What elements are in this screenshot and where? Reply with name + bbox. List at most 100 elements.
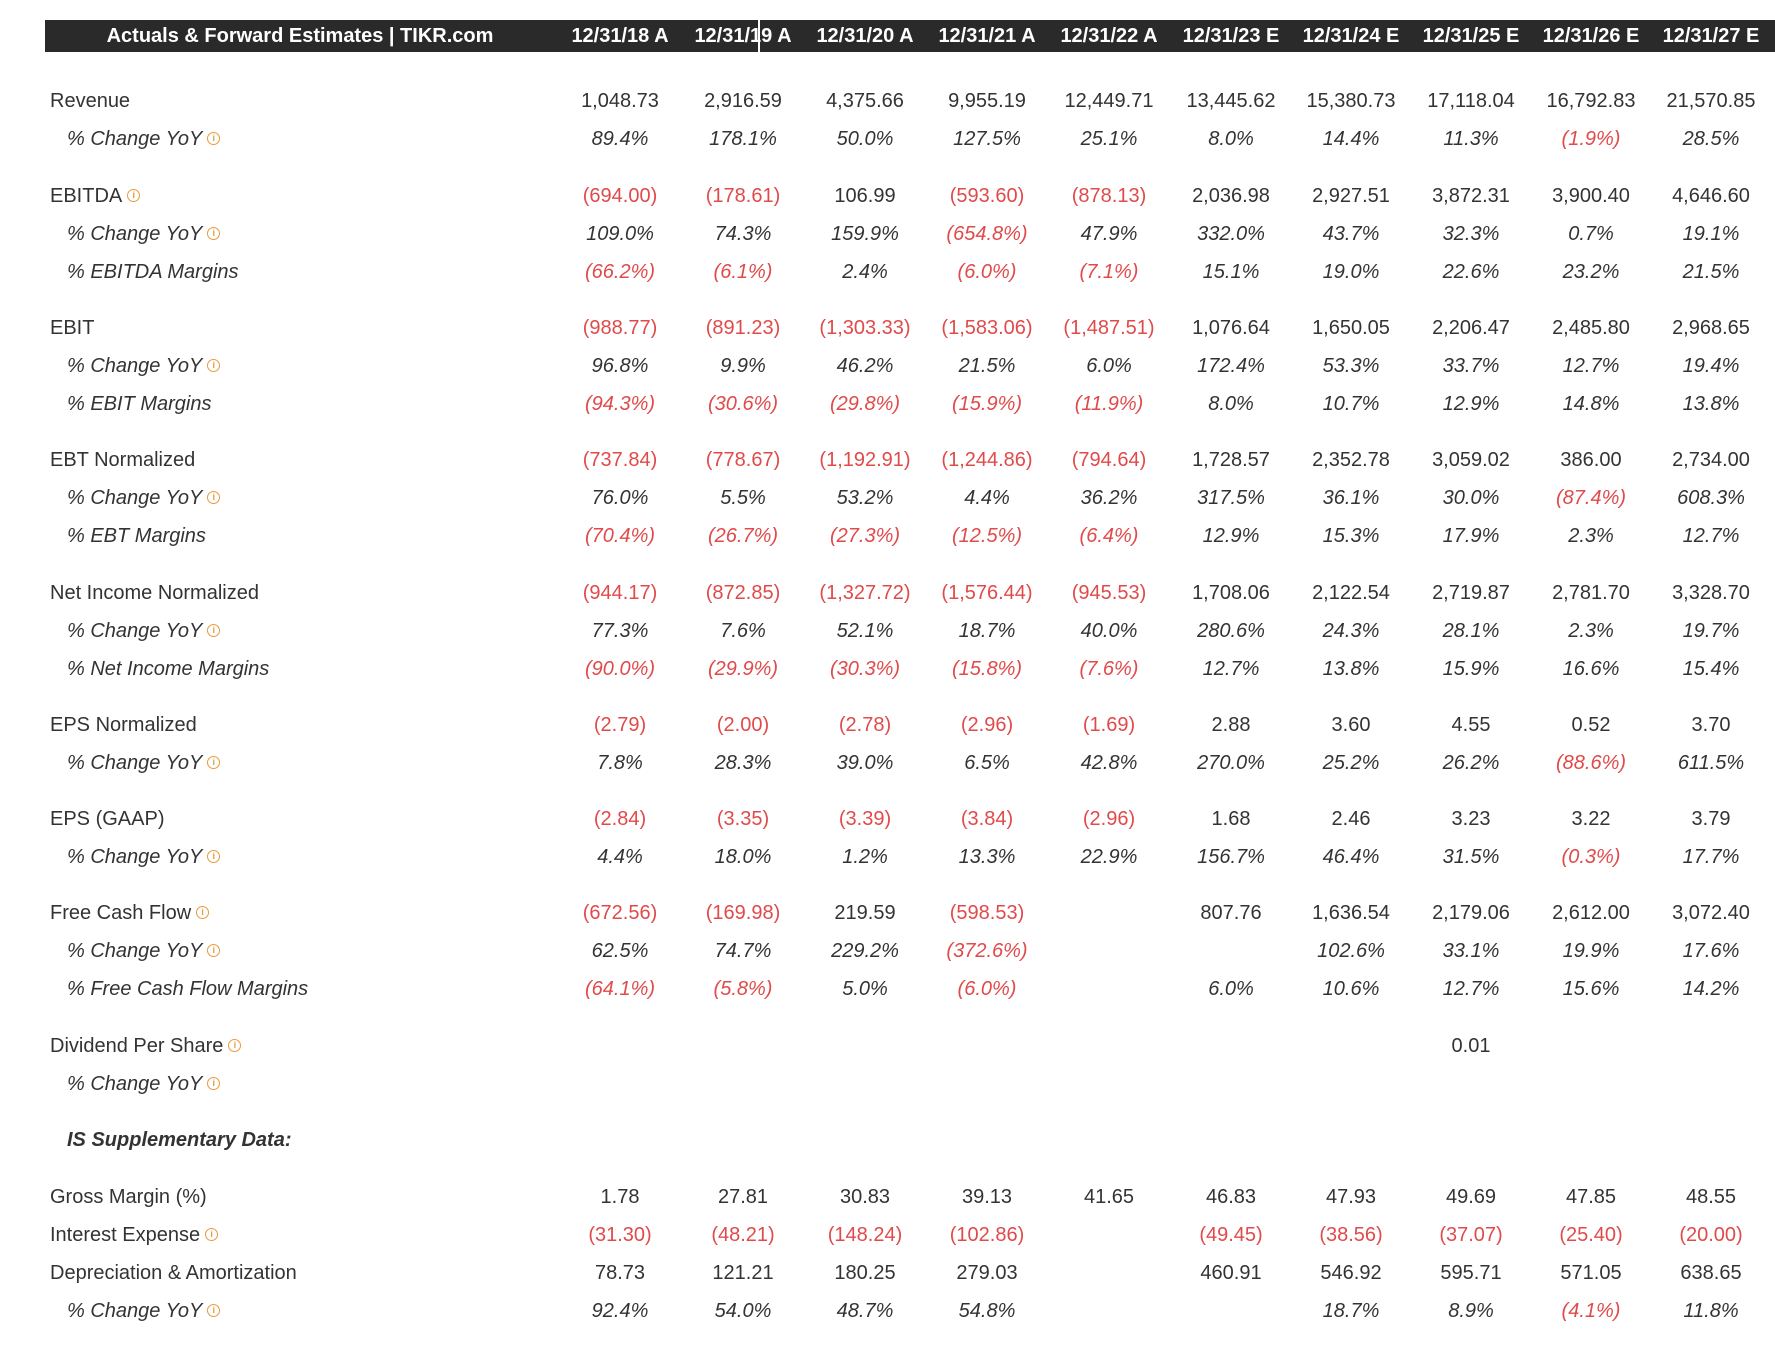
cell-value: (737.84) — [582, 449, 658, 471]
info-icon[interactable]: i — [207, 491, 221, 505]
info-icon[interactable]: i — [207, 944, 221, 958]
column-header: 12/31/25 E — [1422, 25, 1520, 47]
cell-value: (2.00) — [716, 714, 770, 736]
cell-value: 3.23 — [1451, 808, 1491, 830]
row-label-text: % Free Cash Flow Margins — [67, 978, 309, 1000]
column-header: 12/31/18 A — [571, 25, 669, 47]
cell-value: 2,179.06 — [1432, 902, 1510, 924]
row-label: EPS (GAAP) — [50, 804, 164, 834]
cell-value: 21,570.85 — [1666, 90, 1756, 112]
cell-value: 10.7% — [1322, 393, 1380, 415]
cell-value: 21.5% — [958, 355, 1016, 377]
cell-value: 156.7% — [1197, 846, 1265, 868]
cell-value: 5.5% — [720, 487, 766, 509]
cell-value: 43.7% — [1322, 223, 1380, 245]
cell-value: 608.3% — [1677, 487, 1745, 509]
info-icon[interactable]: i — [207, 850, 221, 864]
cell-value: 28.3% — [714, 752, 772, 774]
cell-value: (7.6%) — [1079, 658, 1139, 680]
row-label: Dividend Per Share i — [50, 1031, 242, 1061]
cell-value: 28.5% — [1682, 128, 1740, 150]
column-header: 12/31/24 E — [1302, 25, 1400, 47]
info-icon[interactable]: i — [228, 1039, 242, 1053]
cell-value: 19.0% — [1322, 261, 1380, 283]
info-icon[interactable]: i — [127, 189, 141, 203]
cell-value: (2.96) — [1082, 808, 1136, 830]
cell-value: (1,327.72) — [819, 582, 911, 604]
info-icon[interactable]: i — [207, 359, 221, 373]
cell-value: 17,118.04 — [1427, 90, 1515, 112]
row-label-text: % Net Income Margins — [67, 658, 270, 680]
cell-value: 2,485.80 — [1552, 317, 1630, 339]
cell-value: (6.0%) — [957, 261, 1017, 283]
info-icon[interactable]: i — [196, 906, 210, 920]
cell-value: 19.4% — [1682, 355, 1740, 377]
row-label: % Change YoY i — [67, 936, 221, 966]
table-row: Net Income Normalized (944.17) (872.85) (1,… — [0, 578, 1775, 608]
cell-value: 6.0% — [1208, 978, 1254, 1000]
cell-value: 121.21 — [712, 1262, 774, 1284]
cell-value: 15.4% — [1682, 658, 1740, 680]
cell-value: 12,449.71 — [1064, 90, 1154, 112]
cell-value: 270.0% — [1197, 752, 1265, 774]
row-label-text: % Change YoY — [67, 752, 203, 774]
table-row: Dividend Per Share i 0.01 — [0, 1031, 1775, 1061]
cell-value: 102.6% — [1317, 940, 1385, 962]
row-label-text: % Change YoY — [67, 223, 203, 245]
cell-value: 46.83 — [1205, 1186, 1257, 1208]
info-icon[interactable]: i — [207, 1077, 221, 1091]
row-label: Gross Margin (%) — [50, 1182, 207, 1212]
table-row: IS Supplementary Data: — [0, 1125, 1775, 1155]
column-header: 12/31/26 E — [1542, 25, 1640, 47]
cell-value: 9,955.19 — [948, 90, 1026, 112]
cell-value: 1,048.73 — [581, 90, 659, 112]
table-row: % Change YoY i 7.8% 28.3% 39.0% 6.5% 42.8% 270.… — [0, 748, 1775, 778]
cell-value: (593.60) — [949, 185, 1025, 207]
cell-value: (372.6%) — [946, 940, 1028, 962]
cell-value: 3.70 — [1691, 714, 1731, 736]
cell-value: (2.78) — [838, 714, 892, 736]
column-header: 12/31/22 A — [1060, 25, 1158, 47]
row-label: % Change YoY i — [67, 219, 221, 249]
info-icon[interactable]: i — [207, 624, 221, 638]
cell-value: (29.8%) — [829, 393, 901, 415]
cell-value: (2.96) — [960, 714, 1014, 736]
cell-value: (1.69) — [1082, 714, 1136, 736]
cell-value: (29.9%) — [707, 658, 779, 680]
cell-value: 3.60 — [1331, 714, 1371, 736]
row-label: % Change YoY i — [67, 124, 221, 154]
cell-value: 595.71 — [1440, 1262, 1502, 1284]
info-icon[interactable]: i — [207, 1304, 221, 1318]
cell-value: 53.3% — [1322, 355, 1380, 377]
row-label: % Change YoY i — [67, 616, 221, 646]
cell-value: 109.0% — [586, 223, 654, 245]
cell-value: 89.4% — [591, 128, 649, 150]
cell-value: 42.8% — [1080, 752, 1138, 774]
info-icon[interactable]: i — [207, 227, 221, 241]
row-label: EPS Normalized — [50, 710, 197, 740]
row-label-text: Free Cash Flow — [50, 902, 192, 924]
cell-value: (945.53) — [1071, 582, 1147, 604]
cell-value: 7.6% — [720, 620, 766, 642]
info-icon[interactable]: i — [205, 1228, 219, 1242]
row-label-text: EBIT — [50, 317, 95, 339]
cell-value: 17.6% — [1682, 940, 1740, 962]
row-label: % Change YoY i — [67, 1296, 221, 1326]
table-row: Depreciation & Amortization 78.73 121.21 18… — [0, 1258, 1775, 1288]
cell-value: 27.81 — [717, 1186, 769, 1208]
cell-value: 1.78 — [600, 1186, 640, 1208]
cell-value: 8.9% — [1448, 1300, 1494, 1322]
cell-value: 2,968.65 — [1672, 317, 1750, 339]
info-icon[interactable]: i — [207, 132, 221, 146]
cell-value: (88.6%) — [1555, 752, 1627, 774]
cell-value: 106.99 — [834, 185, 896, 207]
info-icon[interactable]: i — [207, 756, 221, 770]
cell-value: (11.9%) — [1074, 393, 1144, 415]
cell-value: (178.61) — [705, 185, 781, 207]
cell-value: 54.8% — [958, 1300, 1016, 1322]
row-label-text: % EBT Margins — [67, 525, 206, 547]
cell-value: 21.5% — [1682, 261, 1740, 283]
cell-value: 2.88 — [1211, 714, 1251, 736]
row-label: IS Supplementary Data: — [67, 1125, 292, 1155]
